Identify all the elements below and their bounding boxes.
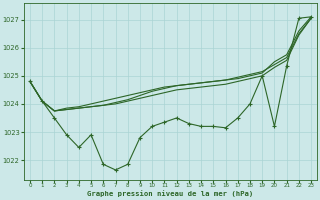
X-axis label: Graphe pression niveau de la mer (hPa): Graphe pression niveau de la mer (hPa) <box>87 190 254 197</box>
